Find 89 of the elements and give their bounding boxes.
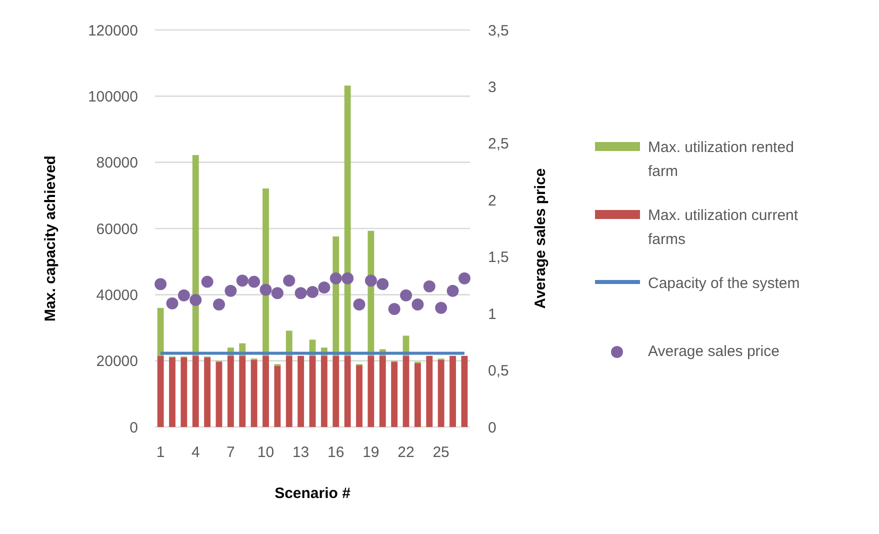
y2-tick-label: 3: [488, 78, 496, 96]
y-tick-label: 0: [130, 419, 138, 436]
point: [271, 287, 284, 300]
bar: [461, 356, 468, 427]
y-tick-label: 20000: [96, 353, 138, 370]
bar: [332, 356, 340, 427]
y-tick-label: 100000: [88, 88, 138, 106]
point: [342, 272, 354, 284]
point: [248, 276, 260, 288]
bar: [192, 356, 199, 427]
bar: [192, 155, 199, 356]
bar: [204, 358, 211, 427]
legend-label: Capacity of the system: [648, 275, 800, 292]
y2-tick-label: 2: [488, 192, 496, 210]
bar: [450, 356, 456, 427]
point: [178, 289, 190, 302]
bar: [169, 358, 176, 427]
point: [330, 272, 342, 284]
bar: [368, 356, 374, 427]
x-tick-label: 1: [156, 444, 165, 461]
y2-tick-label: 0,5: [488, 362, 509, 380]
legend-label: Max. utilization current farms: [648, 207, 799, 248]
point: [283, 274, 296, 287]
point: [412, 298, 424, 310]
bar: [216, 362, 222, 427]
bar: [298, 356, 304, 427]
y-tick-label: 120000: [88, 22, 138, 40]
point: [318, 281, 330, 294]
point: [388, 303, 400, 316]
y-tick-label: 40000: [96, 286, 138, 304]
bar: [239, 356, 246, 427]
y2-tick-label: 0: [488, 419, 496, 436]
point: [376, 278, 389, 290]
point: [166, 297, 178, 310]
bar: [391, 362, 398, 427]
x-tick-label: 13: [292, 444, 310, 461]
bar: [344, 86, 351, 356]
bar: [309, 356, 316, 427]
bar: [320, 356, 328, 427]
y2-tick-label: 1: [488, 306, 496, 323]
point: [294, 287, 307, 300]
point: [212, 298, 225, 310]
y-tick-label: 60000: [96, 220, 138, 238]
legend-label: Average sales price: [648, 343, 780, 360]
x-tick-label: 4: [191, 444, 200, 461]
point: [446, 284, 459, 297]
point: [423, 280, 436, 292]
bar: [414, 363, 421, 427]
bar: [379, 356, 386, 427]
y2-tick-label: 3,5: [488, 22, 509, 40]
bar: [356, 365, 362, 427]
bar: [262, 188, 269, 356]
point: [364, 274, 377, 287]
y2-tick-label: 2,5: [488, 136, 509, 153]
point: [458, 272, 470, 284]
point: [224, 284, 237, 297]
point: [154, 278, 167, 290]
point: [201, 276, 214, 288]
bar: [426, 356, 433, 427]
y2-axis-title: Average sales price: [532, 168, 549, 309]
x-tick-label: 10: [257, 444, 274, 461]
bar: [157, 356, 164, 427]
legend-label: Max. utilization rented farm: [648, 139, 794, 180]
x-axis-title: Scenario #: [274, 485, 352, 502]
point: [435, 302, 448, 314]
bar: [438, 360, 444, 427]
point: [190, 294, 202, 306]
point: [306, 286, 318, 298]
point: [236, 274, 248, 287]
bar: [274, 366, 281, 427]
bar: [344, 356, 351, 427]
point: [260, 284, 272, 296]
bar: [180, 358, 188, 427]
bar: [250, 360, 258, 427]
y-axis-title: Max. capacity achieved: [42, 156, 59, 322]
x-tick-label: 7: [226, 444, 235, 461]
bar: [402, 356, 410, 427]
bar: [227, 356, 234, 427]
x-tick-label: 16: [328, 444, 344, 461]
x-tick-label: 25: [432, 444, 450, 461]
y2-tick-label: 1,5: [488, 249, 509, 266]
x-tick-label: 22: [398, 444, 414, 461]
bar: [262, 356, 269, 427]
point: [400, 289, 412, 302]
bar: [157, 308, 164, 356]
bar: [286, 356, 292, 427]
y-tick-label: 80000: [96, 154, 138, 172]
x-tick-label: 19: [362, 444, 380, 461]
point: [353, 298, 366, 310]
